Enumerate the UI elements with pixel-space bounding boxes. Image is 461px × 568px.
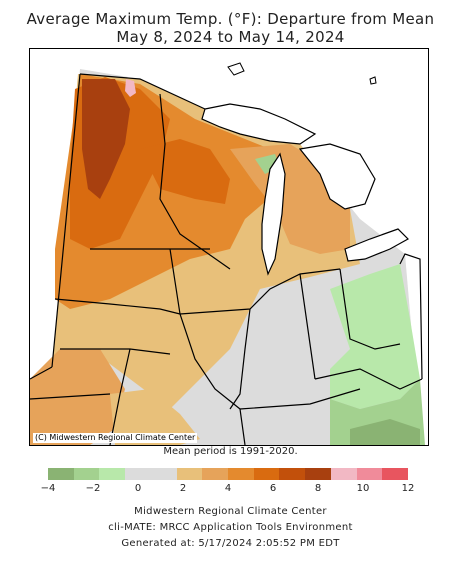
map-title: Average Maximum Temp. (°F): Departure fr…	[26, 10, 435, 28]
departure-map	[29, 48, 429, 446]
legend-tick-label: 6	[269, 483, 277, 494]
legend-swatch	[48, 468, 74, 480]
legend-swatch	[330, 468, 357, 480]
legend-swatch	[73, 468, 100, 480]
legend-swatch	[253, 468, 280, 480]
legend-swatch	[176, 468, 203, 480]
legend-swatch	[150, 468, 177, 480]
legend-tick-label: 4	[224, 483, 232, 494]
legend-tick-label: 10	[356, 483, 370, 494]
footer-org: Midwestern Regional Climate Center	[134, 506, 327, 517]
legend-tick-label: 0	[134, 483, 142, 494]
footer-generated: Generated at: 5/17/2024 2:05:52 PM EDT	[121, 538, 340, 549]
legend-swatch	[228, 468, 254, 480]
legend-swatch	[356, 468, 383, 480]
legend-swatch	[202, 468, 229, 480]
legend-tick-label: −4	[40, 483, 56, 494]
legend-tick-label: 12	[401, 483, 415, 494]
legend-tick-label: −2	[85, 483, 101, 494]
legend-swatch	[382, 468, 409, 480]
color-legend	[48, 468, 409, 480]
legend-tick-label: 2	[179, 483, 187, 494]
state-boundary-lines	[30, 73, 423, 445]
mean-period-note: Mean period is 1991-2020.	[163, 446, 298, 457]
legend-swatch	[279, 468, 306, 480]
legend-swatch	[125, 468, 151, 480]
legend-swatch	[305, 468, 331, 480]
footer-tool: cli-MATE: MRCC Application Tools Environ…	[108, 522, 353, 533]
copyright-label: (C) Midwestern Regional Climate Center	[33, 433, 198, 443]
legend-swatch	[99, 468, 126, 480]
map-date-range: May 8, 2024 to May 14, 2024	[116, 28, 345, 46]
temperature-departure-shading	[30, 69, 425, 445]
legend-tick-label: 8	[314, 483, 322, 494]
legend-tick-labels: −4 −2 0 2 4 6 8 10 12	[41, 483, 415, 495]
